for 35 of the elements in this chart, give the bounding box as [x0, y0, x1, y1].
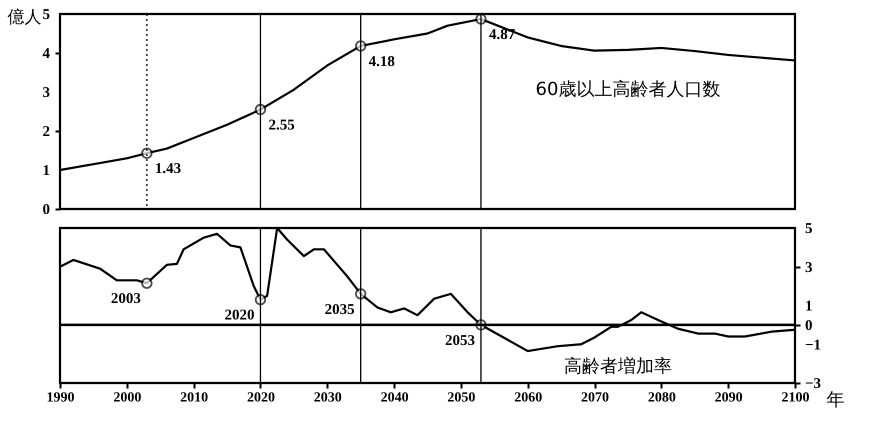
x-tick-label: 2060	[514, 390, 542, 406]
data-label: 2.55	[268, 118, 295, 134]
y2-tick-label: 0	[805, 318, 812, 334]
x-tick-label: 2020	[246, 390, 275, 406]
annotation: 2003	[110, 291, 141, 308]
y2-tick-label: 5	[805, 221, 812, 237]
annotation: 2020	[224, 308, 254, 324]
x-axis-title: 年	[826, 390, 844, 410]
y-tick-label: 4	[42, 46, 50, 62]
y-tick-label: 0	[42, 202, 50, 218]
annotation: 2035	[324, 302, 355, 318]
x-tick-label: 2080	[648, 390, 676, 406]
x-tick-label: 2010	[180, 390, 208, 406]
y2-tick-label: 3	[805, 260, 812, 276]
y2-tick-label: 1	[805, 298, 812, 314]
x-tick-label: 2070	[581, 390, 610, 406]
y-axis-title: 億人	[8, 8, 42, 28]
x-tick-label: 2050	[447, 390, 476, 406]
x-tick-label: 2030	[314, 390, 342, 406]
x-tick-label: 2100	[782, 390, 810, 406]
y-tick-label: 3	[42, 85, 50, 101]
y-tick-label: 1	[42, 163, 50, 179]
x-tick-label: 2090	[714, 390, 743, 406]
data-label: 4.18	[368, 54, 395, 70]
series-label: 60歳以上高齢者人口数	[536, 78, 720, 100]
y-tick-label: 2	[42, 124, 50, 140]
y-tick-label: 5	[42, 7, 50, 23]
x-tick-label: 2040	[380, 390, 409, 406]
x-tick-label: 2000	[113, 390, 142, 406]
data-label: 1.43	[154, 161, 182, 178]
x-tick-label: 1990	[46, 390, 74, 406]
y2-tick-label: −1	[805, 337, 822, 354]
series-label: 高齢者増加率	[564, 356, 672, 377]
y2-tick-label: −3	[805, 376, 822, 392]
annotation: 2053	[444, 332, 475, 349]
